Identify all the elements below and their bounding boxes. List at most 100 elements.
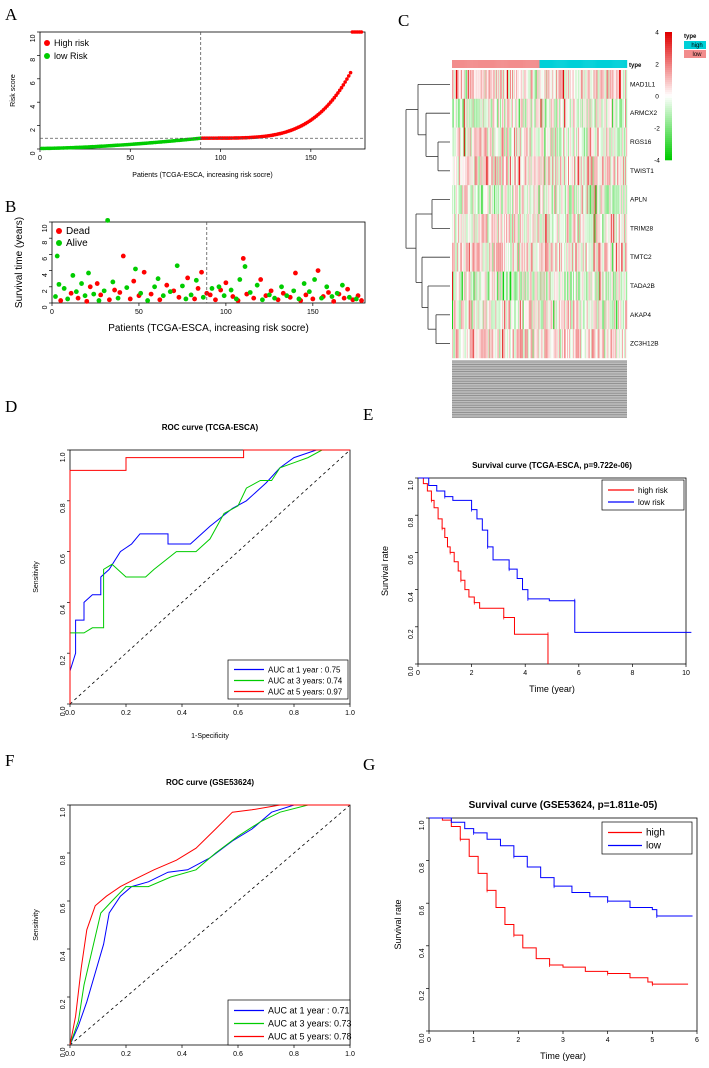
heatmap-cell (455, 329, 458, 359)
heatmap-cell (519, 127, 522, 157)
annotation-cell (621, 60, 623, 68)
curve-D-2 (69, 449, 350, 704)
survival-point-alive (86, 270, 91, 276)
heatmap-cell (611, 329, 613, 359)
heatmap-cell (531, 329, 533, 359)
heatmap-cell (467, 127, 469, 157)
color-scale-step (665, 74, 672, 77)
heatmap-cell (490, 156, 492, 186)
x-tick-label: 5 (650, 1037, 654, 1044)
heatmap-cell (527, 70, 529, 99)
heatmap-cell (507, 271, 509, 301)
heatmap-cell (464, 271, 466, 301)
color-scale-step (665, 122, 672, 125)
heatmap-cell (488, 214, 490, 243)
heatmap-cell (481, 214, 483, 243)
annotation-cell (463, 60, 465, 68)
heatmap-cell (577, 70, 580, 99)
heatmap-cell (565, 70, 567, 99)
heatmap-cell (580, 329, 582, 359)
heatmap-cell (495, 98, 497, 128)
heatmap-cell (570, 156, 573, 186)
heatmap-cell (494, 300, 496, 330)
heatmap-cell (568, 185, 571, 215)
heatmap-cell (475, 70, 477, 99)
heatmap-cell (507, 329, 509, 359)
heatmap-cell (458, 156, 461, 186)
heatmap-cell (544, 214, 546, 243)
heatmap-cell (495, 156, 497, 186)
heatmap-cell (557, 98, 559, 128)
heatmap-cell (560, 185, 562, 215)
heatmap-cell (559, 156, 561, 186)
survival-point-alive (53, 294, 58, 299)
heatmap-cell (502, 242, 504, 272)
heatmap-cell (565, 300, 567, 330)
heatmap-cell (497, 242, 499, 272)
heatmap-cell (517, 300, 520, 330)
heatmap-cell (579, 185, 581, 215)
heatmap-cell (453, 329, 456, 359)
color-scale-step (665, 116, 672, 119)
heatmap-cell (452, 185, 455, 215)
heatmap-cell (471, 329, 473, 359)
heatmap-cell (568, 271, 571, 301)
heatmap-cell (521, 185, 523, 215)
heatmap-cell (515, 214, 518, 243)
heatmap-cell (532, 98, 534, 128)
heatmap-cell (501, 329, 503, 359)
heatmap-cell (622, 242, 624, 272)
heatmap-cell (576, 185, 579, 215)
heatmap-cell (622, 329, 624, 359)
annotation-cell (518, 60, 521, 68)
legend-label-low: low (692, 52, 702, 58)
heatmap-cell (526, 156, 528, 186)
heatmap-cell (611, 271, 613, 301)
heatmap-cell (544, 300, 546, 330)
heatmap-cell (618, 185, 620, 215)
heatmap-cell (605, 214, 607, 243)
heatmap-cell (492, 156, 494, 186)
heatmap-cell (621, 185, 623, 215)
heatmap-cell (521, 300, 523, 330)
heatmap-cell (510, 70, 513, 99)
heatmap-cell (573, 127, 576, 157)
heatmap-cell (547, 156, 549, 186)
heatmap-cell (489, 98, 491, 128)
heatmap-cell (555, 300, 557, 330)
heatmap-cell (606, 127, 608, 157)
heatmap-cell (587, 70, 589, 99)
color-scale-step (665, 96, 672, 99)
annotation-cell (496, 60, 498, 68)
heatmap-cell (578, 300, 581, 330)
heatmap-cell (545, 300, 547, 330)
heatmap-cell (590, 300, 592, 330)
heatmap-cell (552, 185, 554, 215)
heatmap-cell (512, 127, 515, 157)
annotation-cell (494, 60, 496, 68)
heatmap-cell (550, 185, 552, 215)
heatmap-cell (546, 300, 548, 330)
heatmap-cell (473, 156, 475, 186)
heatmap-cell (496, 70, 498, 99)
heatmap-cell (523, 271, 525, 301)
heatmap-cell (615, 98, 617, 128)
heatmap-cell (453, 98, 456, 128)
heatmap-cell (504, 127, 506, 157)
heatmap-cell (460, 156, 463, 186)
heatmap-cell (595, 185, 597, 215)
heatmap-cell (481, 98, 483, 128)
annotation-cell (456, 60, 459, 68)
heatmap-cell (625, 185, 627, 215)
heatmap-cell (474, 98, 476, 128)
heatmap-cell (524, 214, 526, 243)
heatmap-cell (613, 271, 615, 301)
annotation-cell (533, 60, 535, 68)
heatmap-cell (543, 300, 545, 330)
heatmap-cell (520, 329, 523, 359)
annotation-cell (593, 60, 595, 68)
survival-point-dead (75, 295, 81, 301)
heatmap-cell (520, 156, 523, 186)
heatmap-cell (473, 185, 475, 215)
heatmap-cell (455, 70, 458, 99)
